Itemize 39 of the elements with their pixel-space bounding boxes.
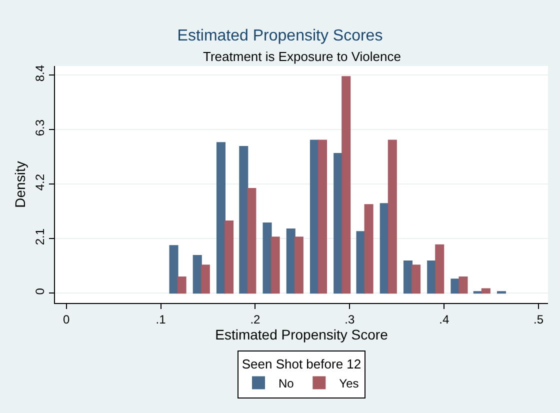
x-tick-label: .3 [344,312,355,326]
legend-title: Seen Shot before 12 [242,356,362,372]
bar [247,188,256,294]
y-tick-label: 4.2 [33,174,48,191]
bar [481,288,490,294]
x-tick-label: .4 [439,312,450,326]
bar [270,236,280,294]
bar [262,222,272,294]
x-axis-title: Estimated Propensity Score [215,326,388,342]
y-tick-label: 6.3 [33,119,48,136]
bar [412,264,421,294]
bar [458,276,468,294]
bar [239,146,248,294]
legend-label: No [278,376,294,390]
y-axis-title: Density [12,161,28,208]
legend-label: Yes [339,376,359,390]
chart-title: Estimated Propensity Scores [177,28,383,45]
bar [216,142,226,294]
bar [169,245,178,294]
x-tick-label: .2 [250,312,261,326]
bar [192,255,202,294]
y-tick-label: 2.1 [33,228,48,246]
y-tick-label: 0 [33,288,48,295]
bar [388,140,397,294]
bar [200,264,210,294]
bar [435,244,444,294]
bar [364,204,374,294]
bar [177,276,186,294]
x-tick-label: .1 [156,312,166,326]
bar [403,260,412,294]
bar [286,228,296,294]
bar [294,236,304,294]
bar [224,220,234,294]
bar [342,76,351,294]
x-tick-label: 0 [62,312,70,326]
bar [318,140,328,294]
chart-subtitle: Treatment is Exposure to Violence [203,49,401,64]
y-tick-label: 8.4 [33,64,48,82]
x-tick-label: .5 [534,312,544,326]
